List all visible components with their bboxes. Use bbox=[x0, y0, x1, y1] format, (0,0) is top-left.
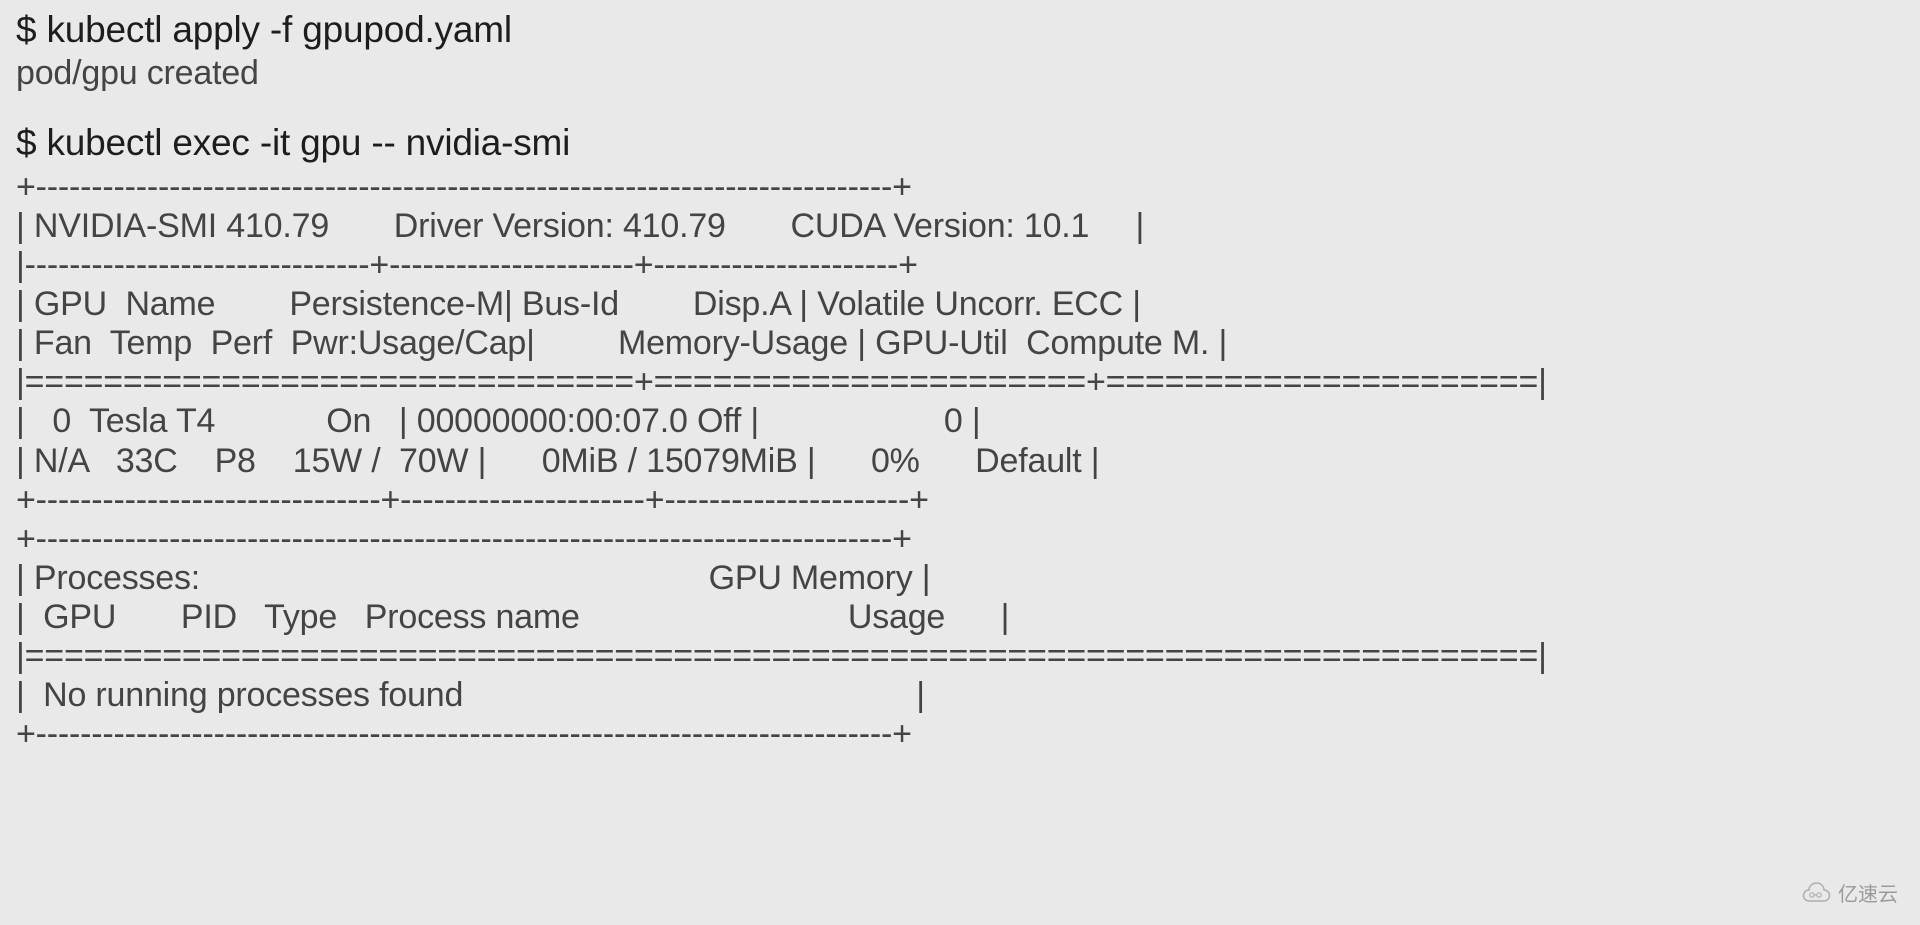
nvidia-smi-gpu-row-2: | N/A 33C P8 15W / 70W | 0MiB / 15079MiB… bbox=[16, 442, 1904, 481]
nvidia-smi-col-header-1: | GPU Name Persistence-M| Bus-Id Disp.A … bbox=[16, 285, 1904, 324]
output-line: pod/gpu created bbox=[16, 54, 1904, 93]
nvidia-smi-divider: |-------------------------------+-------… bbox=[16, 246, 1904, 285]
shell-prompt: $ bbox=[16, 9, 46, 50]
watermark: 亿速云 bbox=[1802, 878, 1898, 907]
command-line-1: $ kubectl apply -f gpupod.yaml bbox=[16, 8, 1904, 52]
nvidia-smi-gpu-row-1: | 0 Tesla T4 On | 00000000:00:07.0 Off |… bbox=[16, 402, 1904, 441]
nvidia-smi-proc-border-top: +---------------------------------------… bbox=[16, 520, 1904, 559]
nvidia-smi-header: | NVIDIA-SMI 410.79 Driver Version: 410.… bbox=[16, 207, 1904, 246]
terminal-output: $ kubectl apply -f gpupod.yaml pod/gpu c… bbox=[0, 0, 1920, 754]
nvidia-smi-proc-none: | No running processes found | bbox=[16, 676, 1904, 715]
command-text: kubectl apply -f gpupod.yaml bbox=[46, 9, 511, 50]
watermark-text: 亿速云 bbox=[1838, 878, 1898, 907]
nvidia-smi-border-top: +---------------------------------------… bbox=[16, 168, 1904, 207]
command-text: kubectl exec -it gpu -- nvidia-smi bbox=[46, 122, 570, 163]
nvidia-smi-proc-header-2: | GPU PID Type Process name Usage | bbox=[16, 598, 1904, 637]
shell-prompt: $ bbox=[16, 122, 46, 163]
cloud-icon bbox=[1802, 882, 1832, 904]
nvidia-smi-proc-divider: |=======================================… bbox=[16, 637, 1904, 676]
nvidia-smi-proc-header-1: | Processes: GPU Memory | bbox=[16, 559, 1904, 598]
nvidia-smi-col-header-2: | Fan Temp Perf Pwr:Usage/Cap| Memory-Us… bbox=[16, 324, 1904, 363]
nvidia-smi-col-divider: |===============================+=======… bbox=[16, 363, 1904, 402]
nvidia-smi-border-bottom: +-------------------------------+-------… bbox=[16, 481, 1904, 520]
spacer bbox=[16, 93, 1904, 121]
nvidia-smi-proc-border-bottom: +---------------------------------------… bbox=[16, 715, 1904, 754]
command-line-2: $ kubectl exec -it gpu -- nvidia-smi bbox=[16, 121, 1904, 165]
